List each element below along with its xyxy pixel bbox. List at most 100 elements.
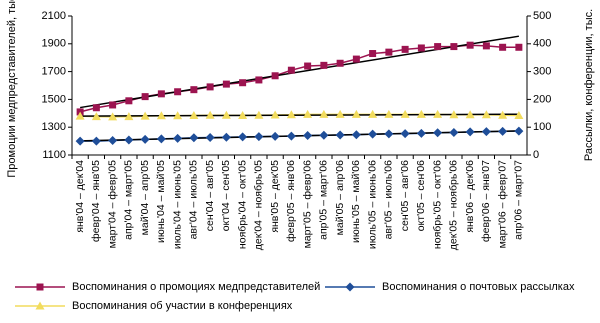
y-tick-label: 1900	[42, 38, 66, 50]
point	[221, 132, 231, 142]
point	[417, 44, 425, 52]
point	[384, 129, 394, 139]
point	[75, 136, 85, 146]
point	[351, 109, 361, 118]
point	[124, 112, 134, 121]
point	[449, 110, 459, 119]
point	[401, 45, 409, 53]
point	[515, 43, 523, 51]
point	[271, 72, 279, 80]
x-tick-label: июнь'04 – май'05	[155, 160, 167, 243]
point	[304, 62, 312, 70]
y-tick-label: 1500	[42, 93, 66, 105]
point	[368, 129, 378, 139]
x-tick-label: ноябрь'05 – окт'06	[431, 160, 443, 249]
x-tick-label: май'05 – апр'06	[334, 160, 346, 235]
x-tick-label: янв'06 – дек'06	[464, 160, 476, 233]
point	[303, 109, 313, 118]
x-tick-label: июль'04 – июнь'05	[171, 160, 183, 249]
point	[499, 43, 507, 51]
x-tick-label: сен'05 – авг'06	[399, 160, 411, 231]
x-tick-label: март'05 – февр'06	[301, 160, 313, 249]
point	[400, 129, 410, 139]
x-tick-label: окт'05 – сен'06	[415, 160, 427, 231]
point	[125, 97, 133, 105]
x-tick-label: апр'05 – март'06	[318, 160, 330, 240]
y-axis-title: Промоции медпредставителей, тыс.	[6, 0, 18, 178]
x-tick-label: февр'04 – янв'05	[90, 160, 102, 242]
point	[400, 109, 410, 118]
point	[270, 131, 280, 141]
legend-marker	[345, 282, 355, 292]
trend-line	[80, 35, 519, 109]
point	[450, 43, 458, 51]
y-tick-label: 1100	[42, 149, 66, 161]
trend-line	[80, 130, 519, 142]
point	[287, 66, 295, 74]
point	[173, 133, 183, 143]
x-tick-label: март'04 – февр'05	[106, 160, 118, 249]
x-tick-label: дек'04 – ноябрь'05	[253, 160, 265, 250]
y2-tick-label: 500	[533, 10, 551, 22]
point	[254, 132, 264, 142]
point	[141, 93, 149, 101]
x-tick-label: июнь'05 – май'06	[350, 160, 362, 243]
x-tick-label: янв'04 – дек'04	[74, 160, 86, 233]
y-tick-label: 1300	[42, 121, 66, 133]
y2-tick-label: 300	[533, 66, 551, 78]
x-tick-label: дек'05 – ноябрь'06	[448, 160, 460, 250]
point	[481, 110, 491, 119]
x-tick-label: май'04 – апр'05	[139, 160, 151, 235]
point	[335, 130, 345, 140]
point	[465, 110, 475, 119]
point	[303, 131, 313, 141]
point	[190, 86, 198, 94]
legend-label: Воспоминания о почтовых рассылках	[382, 281, 575, 293]
legend-label: Воспоминания об участии в конференциях	[72, 300, 293, 312]
point	[351, 130, 361, 140]
point	[368, 109, 378, 118]
x-tick-label: март'06 – февр'07	[496, 160, 508, 249]
point	[108, 136, 118, 146]
y2-tick-label: 0	[533, 149, 539, 161]
x-tick-label: апр'04 – март'05	[123, 160, 135, 240]
point	[174, 88, 182, 96]
x-tick-label: авг'04 – июль'05	[188, 160, 200, 240]
point	[255, 76, 263, 84]
point	[205, 110, 215, 119]
point	[140, 111, 150, 120]
x-tick-label: февр'05 – янв'06	[285, 160, 297, 242]
point	[481, 127, 491, 137]
point	[352, 55, 360, 63]
point	[465, 127, 475, 137]
point	[270, 110, 280, 119]
point	[91, 136, 101, 146]
point	[238, 132, 248, 142]
point	[109, 101, 117, 109]
point	[416, 128, 426, 138]
point	[189, 111, 199, 120]
point	[433, 128, 443, 138]
point	[514, 111, 524, 120]
x-tick-label: окт'04 – сен'05	[220, 160, 232, 231]
point	[319, 109, 329, 118]
point	[514, 126, 524, 136]
point	[189, 133, 199, 143]
y2-tick-label: 200	[533, 93, 551, 105]
x-tick-label: сен'04 – авг'05	[204, 160, 216, 231]
point	[286, 110, 296, 119]
legend-marker	[35, 301, 45, 310]
point	[433, 109, 443, 118]
x-tick-label: февр'06 – янв'07	[480, 160, 492, 242]
y-tick-label: 1700	[42, 66, 66, 78]
point	[222, 80, 230, 88]
series-line	[79, 44, 519, 113]
point	[369, 50, 377, 58]
point	[336, 59, 344, 67]
point	[238, 111, 248, 120]
point	[239, 79, 247, 87]
point	[206, 83, 214, 91]
point	[91, 112, 101, 121]
point	[498, 126, 508, 136]
point	[498, 110, 508, 119]
